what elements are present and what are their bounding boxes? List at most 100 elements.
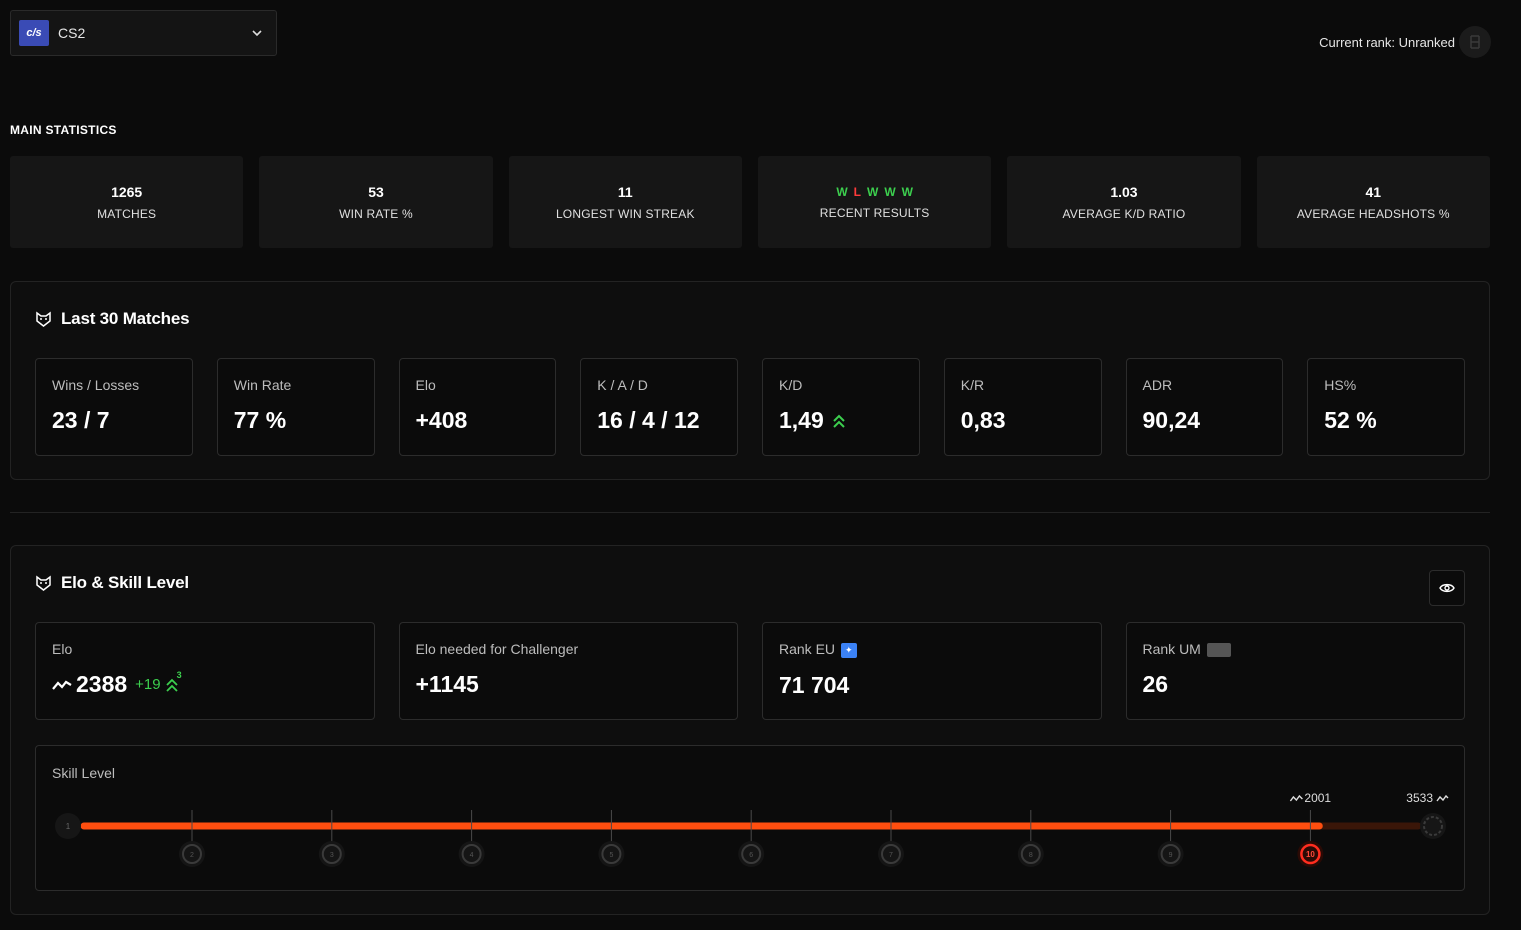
card-label: ADR (1142, 377, 1173, 393)
stat-value: 1265 (111, 183, 143, 200)
stat-avg-kd: 1.03 AVERAGE K/D RATIO (1007, 156, 1241, 248)
double-chevron-up-icon (833, 414, 845, 428)
card-value: 0,83 (960, 407, 1006, 433)
faceit-fox-icon (36, 311, 51, 327)
skill-level-ring (321, 844, 342, 864)
last-30-matches-panel: Last 30 Matches Wins / Losses 23 / 7 Win… (10, 281, 1490, 480)
skill-level-1-label: 1 (66, 822, 71, 831)
card-kad: K / A / D 16 / 4 / 12 (580, 358, 738, 456)
skill-max-ring (1423, 816, 1443, 836)
result-item: W (884, 184, 896, 199)
country-flag-icon (1206, 643, 1231, 658)
elo-value: 2388 (76, 671, 128, 697)
elo-skill-panel: Elo & Skill Level Elo 2388 +19 3 Elo nee… (10, 545, 1490, 915)
panel-title: Elo & Skill Level (61, 573, 189, 592)
skill-level-ring (601, 844, 622, 864)
skill-level-track: 1 2 3 4 5 6 7 8 9 10 2001 3533 (55, 791, 1449, 867)
game-selector[interactable]: c/s CS2 (10, 10, 277, 56)
section-divider (10, 512, 1490, 513)
chevron-down-icon (252, 30, 262, 37)
skill-level-label: 7 (889, 852, 893, 859)
card-value-row: 1,49 (779, 407, 903, 434)
skill-level-ring (1300, 843, 1321, 865)
card-value: +408 (415, 407, 468, 433)
skill-level-label: 4 (470, 852, 474, 859)
card-label: Elo (415, 377, 436, 393)
current-rank-label: Current rank: Unranked (1319, 34, 1455, 50)
card-label: Wins / Losses (52, 377, 140, 393)
elo-cards: Elo 2388 +19 3 Elo needed for Challenger… (35, 622, 1465, 720)
eye-icon (1439, 583, 1455, 593)
card-label: Elo needed for Challenger (415, 641, 579, 657)
unranked-badge-icon (1459, 26, 1491, 58)
card-hs: HS% 52 % (1307, 358, 1465, 456)
card-label: K/D (779, 377, 803, 393)
game-name: CS2 (58, 25, 86, 41)
stat-label: LONGEST WIN STREAK (555, 206, 695, 221)
card-value: 23 / 7 (52, 407, 110, 433)
elo-value-row: 2388 +19 3 (52, 669, 358, 698)
skill-level-label: 8 (1029, 852, 1033, 859)
double-chevron-up-icon (165, 678, 178, 692)
stat-matches: 1265 MATCHES (10, 156, 244, 248)
stat-value: 41 (1365, 183, 1382, 200)
card-label-row: Rank UM (1143, 641, 1449, 658)
stat-value: 1.03 (1110, 183, 1138, 200)
stat-label: RECENT RESULTS (819, 205, 930, 220)
faceit-fox-icon (36, 575, 51, 591)
panel-header: Last 30 Matches (35, 309, 190, 329)
card-value: 1,49 (779, 407, 824, 433)
card-label: K/R (960, 377, 985, 393)
card-elo: Elo +408 (398, 358, 557, 456)
trend-icon (1436, 794, 1449, 802)
card-value: 71 704 (779, 671, 850, 698)
skill-level-ring (1160, 844, 1181, 864)
elo-delta-count: 3 (176, 669, 182, 680)
skill-level-label: 6 (749, 852, 753, 859)
card-wins-losses: Wins / Losses 23 / 7 (35, 358, 193, 456)
skill-level-label: 3 (330, 852, 334, 859)
skill-level-ring (182, 844, 202, 864)
stat-recent-results: W L W W W RECENT RESULTS (757, 156, 992, 248)
skill-level-ring (741, 844, 762, 864)
card-value: 77 % (233, 407, 287, 433)
result-item: W (866, 184, 879, 199)
toggle-visibility-button[interactable] (1429, 570, 1465, 606)
stat-value: 53 (368, 183, 384, 200)
card-label: Rank EU (779, 641, 836, 657)
stat-label: WIN RATE % (339, 206, 413, 221)
trend-icon (52, 680, 72, 690)
skill-level-ring (461, 844, 482, 864)
panel-title: Last 30 Matches (61, 309, 190, 328)
last-30-cards: Wins / Losses 23 / 7 Win Rate 77 % Elo +… (35, 358, 1465, 456)
result-item: W (836, 184, 848, 199)
skill-level-label: 9 (1169, 852, 1173, 859)
trend-icon (1289, 794, 1303, 802)
card-value: +1145 (415, 671, 479, 697)
stat-label: AVERAGE K/D RATIO (1062, 206, 1186, 221)
result-item: W (901, 184, 913, 199)
main-statistics-row: 1265 MATCHES 53 WIN RATE % 11 LONGEST WI… (10, 156, 1490, 248)
card-kd: K/D 1,49 (762, 358, 920, 456)
skill-level-label: 5 (609, 852, 613, 859)
cs-logo-icon: c/s (19, 20, 49, 46)
skill-level-label: 10 (1306, 850, 1315, 859)
stat-avg-headshots: 41 AVERAGE HEADSHOTS % (1256, 156, 1490, 248)
main-statistics-title: MAIN STATISTICS (10, 123, 117, 137)
stat-label: AVERAGE HEADSHOTS % (1296, 206, 1450, 221)
max-elo-threshold: 3533 (1406, 791, 1433, 805)
card-label: Elo (52, 641, 73, 657)
result-item: L (853, 184, 861, 199)
card-value: 16 / 4 / 12 (597, 407, 700, 433)
skill-level-1-marker (55, 813, 81, 839)
card-kr: K/R 0,83 (943, 358, 1102, 456)
stat-value: 11 (617, 183, 633, 200)
stat-longest-streak: 11 LONGEST WIN STREAK (508, 156, 742, 248)
card-current-elo: Elo 2388 +19 3 (35, 622, 375, 720)
recent-results-list: W L W W W (836, 185, 913, 199)
current-rank: Current rank: Unranked (1319, 26, 1491, 58)
card-label-row: Rank EU ✦ (779, 641, 1085, 658)
skill-level-label: 2 (190, 852, 194, 859)
skill-level-card: Skill Level 1 2 3 4 5 6 7 8 9 10 2001 3533 (35, 745, 1465, 891)
stat-label: MATCHES (97, 206, 157, 221)
